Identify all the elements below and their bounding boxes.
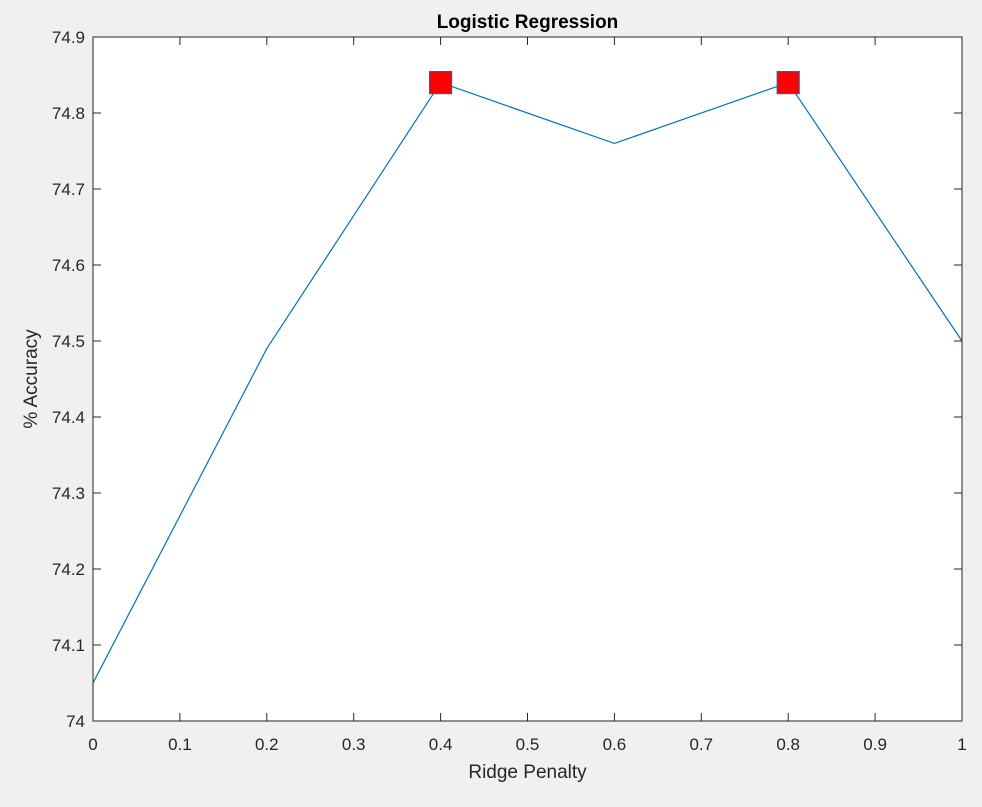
x-tick-label: 0.5: [516, 735, 540, 754]
highlight-marker: [776, 70, 800, 95]
y-axis-label: % Accuracy: [21, 329, 42, 429]
x-tick-label: 0: [88, 735, 97, 754]
x-tick-label: 0.3: [342, 735, 366, 754]
plot-area: [93, 37, 962, 721]
axis-tick-labels: 0 0.1 0.2 0.3 0.4 0.5 0.6 0.7 0.8 0.9 1 74 74.1 74.2 7…: [52, 28, 967, 754]
chart-title: Logistic Regression: [437, 12, 619, 33]
data-series: [92, 81, 963, 684]
y-tick-label: 74.4: [52, 408, 85, 427]
x-tick-label: 0.4: [429, 735, 453, 754]
x-tick-label: 0.8: [776, 735, 800, 754]
plot-box: [92, 36, 963, 722]
highlight-markers: [429, 70, 800, 95]
x-tick-label: 0.9: [863, 735, 887, 754]
x-tick-label: 0.7: [689, 735, 713, 754]
x-tick-label: 0.2: [255, 735, 279, 754]
series-line: [92, 81, 963, 684]
y-tick-label: 74: [66, 712, 85, 731]
y-tick-label: 74.8: [52, 104, 85, 123]
x-tick-label: 1: [957, 735, 966, 754]
y-tick-label: 74.9: [52, 28, 85, 47]
y-tick-label: 74.5: [52, 332, 85, 351]
y-tick-label: 74.6: [52, 256, 85, 275]
x-tick-label: 0.1: [168, 735, 192, 754]
x-tick-label: 0.6: [603, 735, 627, 754]
y-tick-label: 74.7: [52, 180, 85, 199]
y-tick-label: 74.3: [52, 484, 85, 503]
y-tick-label: 74.2: [52, 560, 85, 579]
y-tick-label: 74.1: [52, 636, 85, 655]
x-axis-label: Ridge Penalty: [468, 762, 587, 783]
highlight-marker: [429, 70, 453, 95]
